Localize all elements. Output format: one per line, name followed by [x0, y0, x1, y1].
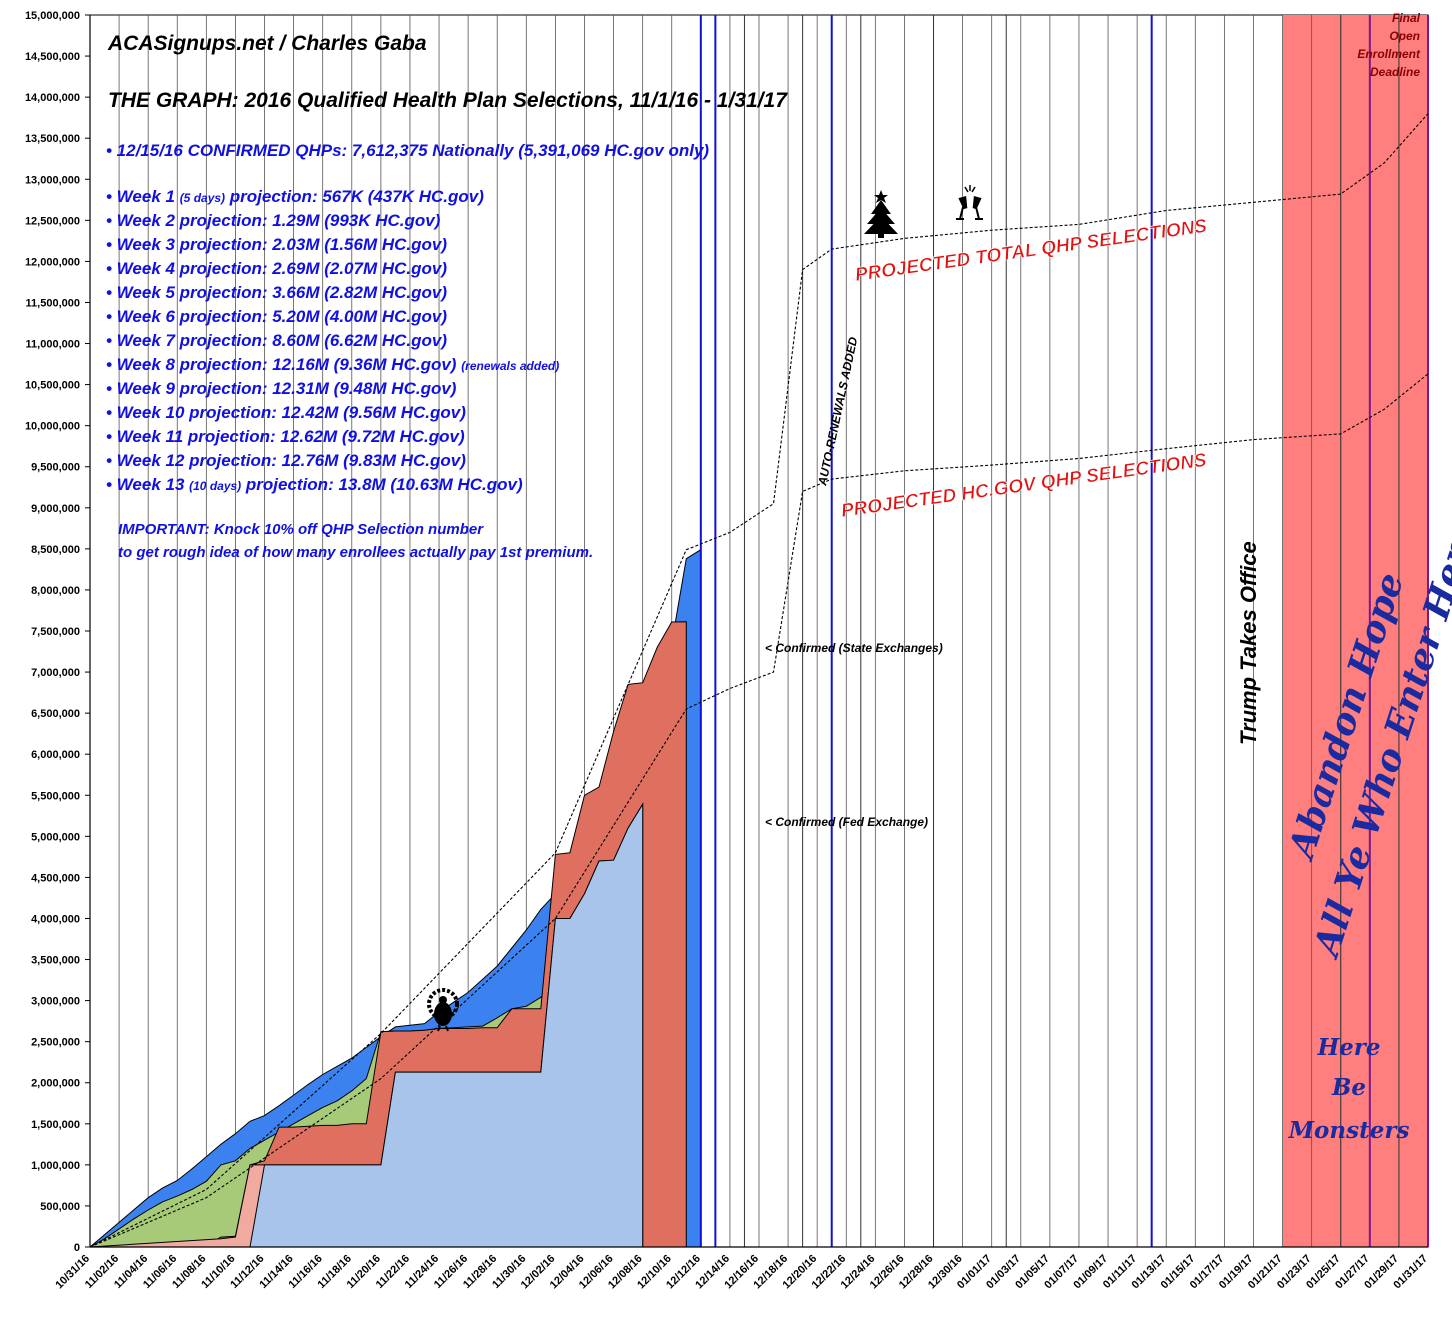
y-tick-label: 9,000,000: [31, 503, 80, 515]
state-exchanges-label: < Confirmed (State Exchanges): [765, 641, 943, 655]
projection-lines: [89, 113, 1429, 1248]
area-series-5: [90, 802, 644, 1248]
confirmed-note: • 12/15/16 CONFIRMED QHPs: 7,612,375 Nat…: [106, 141, 709, 160]
projection-hcgov-line: [89, 373, 1429, 1248]
important-note-2: to get rough idea of how many enrollees …: [118, 544, 593, 561]
y-tick-label: 11,500,000: [26, 297, 80, 309]
week-projection-2: • Week 2 projection: 1.29M (993K HC.gov): [106, 211, 441, 230]
important-note-1: IMPORTANT: Knock 10% off QHP Selection n…: [118, 521, 484, 538]
week-projection-1: • Week 1 (5 days) projection: 567K (437K…: [106, 187, 484, 206]
y-tick-label: 500,000: [40, 1201, 80, 1213]
week-projection-8: • Week 8 projection: 12.16M (9.36M HC.go…: [106, 355, 559, 374]
y-tick-label: 12,000,000: [25, 256, 80, 268]
y-tick-label: 5,000,000: [31, 831, 80, 843]
y-tick-label: 13,500,000: [25, 133, 80, 145]
y-tick-label: 14,000,000: [25, 92, 80, 104]
source-label: ACASignups.net / Charles Gaba: [107, 32, 427, 55]
red-zone-rect: [1282, 15, 1428, 1247]
y-tick-label: 2,000,000: [31, 1078, 80, 1090]
deadline-line-4: Deadline: [1370, 65, 1420, 79]
marker-lines: [699, 15, 1429, 1247]
week-projection-6: • Week 6 projection: 5.20M (4.00M HC.gov…: [106, 307, 447, 326]
final-deadline-zone: [1282, 15, 1428, 1247]
y-tick-label: 8,500,000: [31, 544, 80, 556]
projection-total-line: [89, 113, 1429, 1248]
week-projection-7: • Week 7 projection: 8.60M (6.62M HC.gov…: [106, 331, 447, 350]
y-tick-label: 3,000,000: [31, 996, 80, 1008]
monsters-line-3: Monsters: [1288, 1117, 1410, 1144]
deadline-line-3: Enrollment: [1357, 47, 1421, 61]
week-projection-12: • Week 12 projection: 12.76M (9.83M HC.g…: [106, 451, 466, 470]
y-tick-label: 4,500,000: [31, 872, 80, 884]
turkey-icon: [427, 988, 459, 1032]
y-tick-label: 4,000,000: [31, 913, 80, 925]
y-tick-label: 13,000,000: [25, 174, 80, 186]
deadline-line-2: Open: [1389, 29, 1420, 43]
y-tick-label: 8,000,000: [31, 585, 80, 597]
fed-exchange-label: < Confirmed (Fed Exchange): [765, 815, 928, 829]
christmas-tree-icon: [864, 190, 898, 238]
monsters-line-2: Be: [1331, 1074, 1366, 1101]
deadline-line-1: Final: [1392, 11, 1421, 25]
monsters-line-1: Here: [1316, 1034, 1380, 1061]
y-tick-label: 15,000,000: [25, 10, 80, 22]
chart-title: THE GRAPH: 2016 Qualified Health Plan Se…: [108, 89, 788, 112]
y-tick-label: 1,000,000: [31, 1160, 80, 1172]
weekly-projection-list: • Week 1 (5 days) projection: 567K (437K…: [106, 187, 559, 494]
y-tick-label: 6,500,000: [31, 708, 80, 720]
y-tick-label: 6,000,000: [31, 749, 80, 761]
week-projection-5: • Week 5 projection: 3.66M (2.82M HC.gov…: [106, 283, 447, 302]
week-projection-10: • Week 10 projection: 12.42M (9.56M HC.g…: [106, 403, 466, 422]
week-projection-11: • Week 11 projection: 12.62M (9.72M HC.g…: [106, 427, 465, 446]
week-projection-3: • Week 3 projection: 2.03M (1.56M HC.gov…: [106, 235, 447, 254]
week-projection-4: • Week 4 projection: 2.69M (2.07M HC.gov…: [106, 259, 447, 278]
y-tick-label: 3,500,000: [31, 955, 80, 967]
y-tick-label: 1,500,000: [31, 1119, 80, 1131]
y-tick-labels: 0 500,000 1,000,000 1,500,000 2,000,000 2,500…: [25, 10, 90, 1254]
y-tick-label: 0: [74, 1242, 80, 1254]
y-tick-label: 7,000,000: [31, 667, 80, 679]
y-tick-label: 11,000,000: [26, 339, 80, 351]
y-tick-label: 14,500,000: [25, 51, 80, 63]
y-tick-label: 7,500,000: [31, 626, 80, 638]
y-tick-label: 12,500,000: [25, 215, 80, 227]
week-projection-13: • Week 13 (10 days) projection: 13.8M (1…: [106, 475, 523, 494]
y-tick-label: 10,500,000: [25, 380, 80, 392]
trump-takes-office-label: Trump Takes Office: [1236, 541, 1261, 745]
champagne-glasses-icon: [956, 185, 983, 220]
y-tick-label: 10,000,000: [25, 421, 80, 433]
y-tick-label: 2,500,000: [31, 1037, 80, 1049]
week-projection-9: • Week 9 projection: 12.31M (9.48M HC.go…: [106, 379, 457, 398]
y-tick-label: 5,500,000: [31, 790, 80, 802]
y-tick-label: 9,500,000: [31, 462, 80, 474]
